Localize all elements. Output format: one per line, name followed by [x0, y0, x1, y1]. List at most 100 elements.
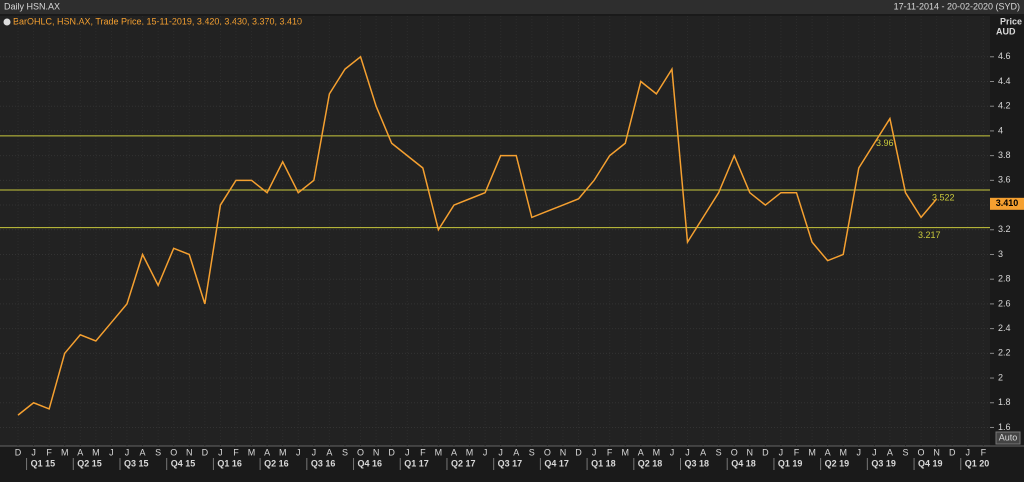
- y-tick-label: 2.6: [998, 298, 1011, 308]
- y-tick-label: 2: [998, 372, 1003, 382]
- x-tick-label: M: [808, 447, 816, 457]
- x-tick-label: A: [140, 447, 146, 457]
- x-tick-label: N: [373, 447, 380, 457]
- x-tick-label: O: [544, 447, 551, 457]
- x-tick-label: J: [498, 447, 503, 457]
- x-tick-label: A: [326, 447, 332, 457]
- legend-icon[interactable]: [3, 18, 11, 26]
- quarter-label: Q3 15: [124, 458, 149, 468]
- x-tick-label: O: [731, 447, 738, 457]
- quarter-label: Q4 15: [171, 458, 196, 468]
- quarter-label: Q1 17: [404, 458, 429, 468]
- x-tick-label: O: [357, 447, 364, 457]
- x-tick-label: D: [949, 447, 956, 457]
- reference-label: 3.217: [918, 230, 941, 240]
- quarter-label: Q4 16: [358, 458, 383, 468]
- x-tick-label: J: [857, 447, 862, 457]
- x-tick-label: J: [31, 447, 36, 457]
- quarter-label: Q1 15: [31, 458, 56, 468]
- quarter-label: Q2 17: [451, 458, 476, 468]
- y-tick-label: 2.2: [998, 348, 1011, 358]
- x-tick-label: N: [560, 447, 567, 457]
- quarter-label: Q3 19: [871, 458, 896, 468]
- auto-button-label[interactable]: Auto: [999, 432, 1018, 442]
- y-label: Price: [1000, 16, 1022, 26]
- x-tick-label: J: [872, 447, 877, 457]
- quarter-label: Q1 19: [778, 458, 803, 468]
- y-tick-label: 3.6: [998, 175, 1011, 185]
- x-tick-label: J: [966, 447, 971, 457]
- x-tick-label: D: [575, 447, 582, 457]
- x-tick-label: N: [933, 447, 940, 457]
- x-tick-label: A: [638, 447, 644, 457]
- x-tick-label: F: [46, 447, 52, 457]
- y-tick-label: 3.8: [998, 150, 1011, 160]
- last-price-label: 3.410: [996, 198, 1019, 208]
- x-tick-label: J: [592, 447, 597, 457]
- x-tick-label: J: [312, 447, 317, 457]
- x-tick-label: M: [621, 447, 629, 457]
- x-tick-label: M: [653, 447, 661, 457]
- x-tick-label: A: [264, 447, 270, 457]
- x-tick-label: M: [839, 447, 847, 457]
- x-tick-label: O: [170, 447, 177, 457]
- x-tick-label: J: [109, 447, 114, 457]
- x-tick-label: D: [762, 447, 769, 457]
- quarter-label: Q1 20: [965, 458, 990, 468]
- quarter-label: Q4 17: [544, 458, 569, 468]
- legend-text: BarOHLC, HSN.AX, Trade Price, 15-11-2019…: [13, 16, 302, 26]
- quarter-label: Q4 18: [731, 458, 756, 468]
- y-tick-label: 3.2: [998, 224, 1011, 234]
- quarter-label: Q1 18: [591, 458, 616, 468]
- x-tick-label: A: [887, 447, 893, 457]
- x-tick-label: S: [342, 447, 348, 457]
- quarter-label: Q2 16: [264, 458, 289, 468]
- auto-button[interactable]: [995, 431, 1021, 445]
- x-tick-label: M: [248, 447, 256, 457]
- x-tick-label: M: [466, 447, 474, 457]
- x-tick-label: J: [405, 447, 410, 457]
- x-tick-label: J: [779, 447, 784, 457]
- quarter-label: Q4 19: [918, 458, 943, 468]
- x-tick-label: F: [420, 447, 426, 457]
- y-tick-label: 4.6: [998, 51, 1011, 61]
- reference-label: 3.522: [932, 192, 955, 202]
- x-tick-label: N: [747, 447, 754, 457]
- quarter-label: Q1 16: [217, 458, 242, 468]
- y-tick-label: 3: [998, 249, 1003, 259]
- x-tick-label: N: [186, 447, 193, 457]
- header-title: Daily HSN.AX: [4, 1, 60, 11]
- x-tick-label: F: [794, 447, 800, 457]
- quarter-label: Q2 19: [825, 458, 850, 468]
- y-tick-label: 1.6: [998, 422, 1011, 432]
- quarter-label: Q3 17: [498, 458, 523, 468]
- price-line: [17, 55, 938, 416]
- header-range: 17-11-2014 - 20-02-2020 (SYD): [894, 1, 1020, 11]
- x-tick-label: J: [483, 447, 488, 457]
- x-tick-label: S: [529, 447, 535, 457]
- x-tick-label: J: [670, 447, 675, 457]
- x-tick-label: J: [218, 447, 223, 457]
- y-tick-label: 1.8: [998, 397, 1011, 407]
- x-tick-label: J: [685, 447, 690, 457]
- quarter-label: Q3 16: [311, 458, 336, 468]
- x-tick-label: J: [296, 447, 301, 457]
- y-tick-label: 2.8: [998, 274, 1011, 284]
- x-tick-label: A: [825, 447, 831, 457]
- x-tick-label: M: [279, 447, 287, 457]
- x-tick-label: A: [77, 447, 83, 457]
- y-tick-label: 4.2: [998, 101, 1011, 111]
- plot-area: [0, 16, 990, 446]
- y-tick-label: 4.4: [998, 76, 1011, 86]
- y-tick-label: 2.4: [998, 323, 1011, 333]
- x-tick-label: M: [61, 447, 69, 457]
- y-tick-label: 4: [998, 125, 1003, 135]
- x-tick-label: A: [451, 447, 457, 457]
- x-tick-label: D: [15, 447, 22, 457]
- x-tick-label: D: [202, 447, 209, 457]
- x-tick-label: S: [155, 447, 161, 457]
- x-tick-label: S: [902, 447, 908, 457]
- x-tick-label: A: [700, 447, 706, 457]
- x-tick-label: D: [388, 447, 395, 457]
